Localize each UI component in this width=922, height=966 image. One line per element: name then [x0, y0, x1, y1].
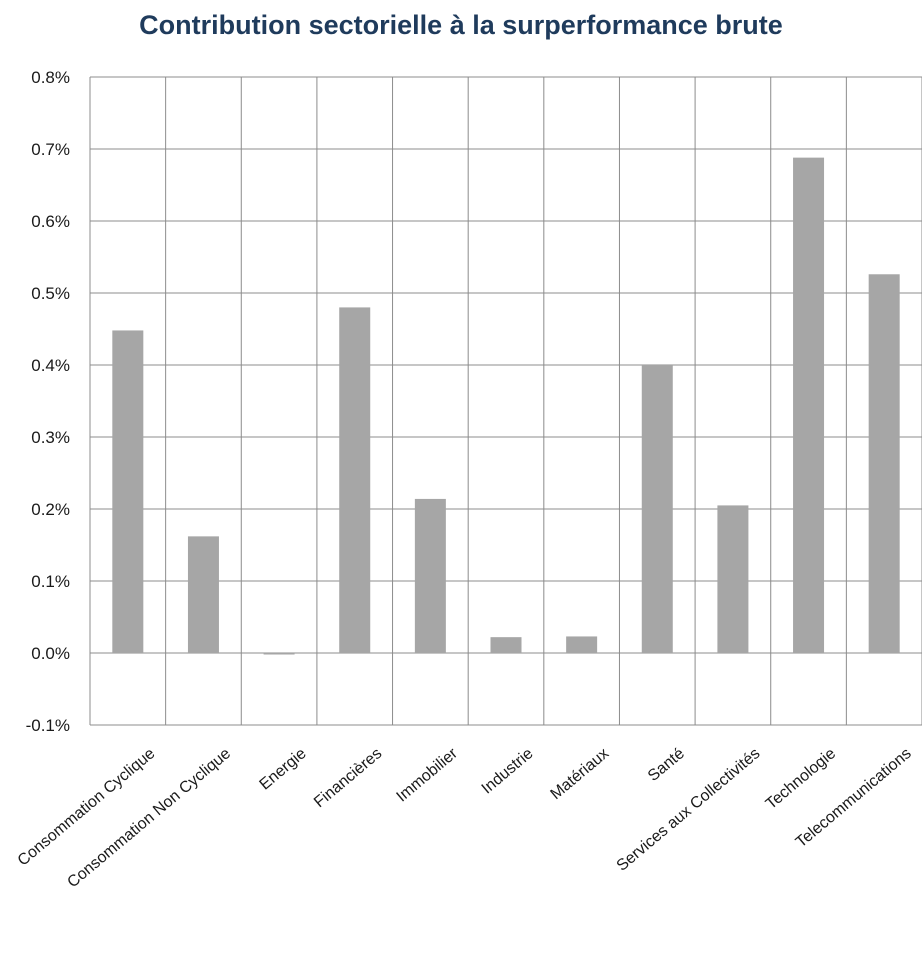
- y-tick-label: 0.4%: [31, 356, 70, 375]
- bar: [490, 637, 522, 653]
- y-tick-label: 0.5%: [31, 284, 70, 303]
- chart-title: Contribution sectorielle à la surperform…: [139, 10, 783, 40]
- x-category-label: Technologie: [763, 745, 839, 813]
- bar: [112, 330, 144, 653]
- bar: [566, 636, 598, 653]
- bar: [414, 498, 446, 653]
- bars: [112, 157, 900, 655]
- bar: [868, 274, 900, 653]
- y-tick-label: 0.2%: [31, 500, 70, 519]
- y-axis-ticks: -0.1% 0.0% 0.1% 0.2% 0.3% 0.4% 0.5% 0.6% 0.7% 0.8…: [26, 68, 70, 735]
- bar: [263, 653, 295, 655]
- bar: [641, 365, 673, 653]
- x-category-label: Immobilier: [393, 745, 461, 806]
- bar: [717, 505, 749, 653]
- x-category-label: Consommation Non Cyclique: [64, 745, 234, 891]
- x-category-label: Santé: [645, 745, 688, 785]
- grid-lines: [89, 76, 922, 726]
- y-tick-label: -0.1%: [26, 716, 70, 735]
- y-tick-label: 0.1%: [31, 572, 70, 591]
- y-tick-label: 0.3%: [31, 428, 70, 447]
- y-tick-label: 0.7%: [31, 140, 70, 159]
- x-category-label: Energie: [256, 745, 309, 794]
- x-category-label: Financières: [311, 745, 385, 811]
- x-category-label: Services aux Collectivités: [614, 745, 764, 875]
- bar: [793, 157, 825, 653]
- bar: [339, 307, 371, 653]
- x-category-label: Consommation Cyclique: [15, 745, 159, 870]
- bar: [187, 536, 219, 653]
- y-tick-label: 0.0%: [31, 644, 70, 663]
- y-tick-label: 0.6%: [31, 212, 70, 231]
- y-tick-label: 0.8%: [31, 68, 70, 87]
- x-category-label: Matériaux: [547, 745, 612, 803]
- x-category-label: Industrie: [479, 745, 537, 798]
